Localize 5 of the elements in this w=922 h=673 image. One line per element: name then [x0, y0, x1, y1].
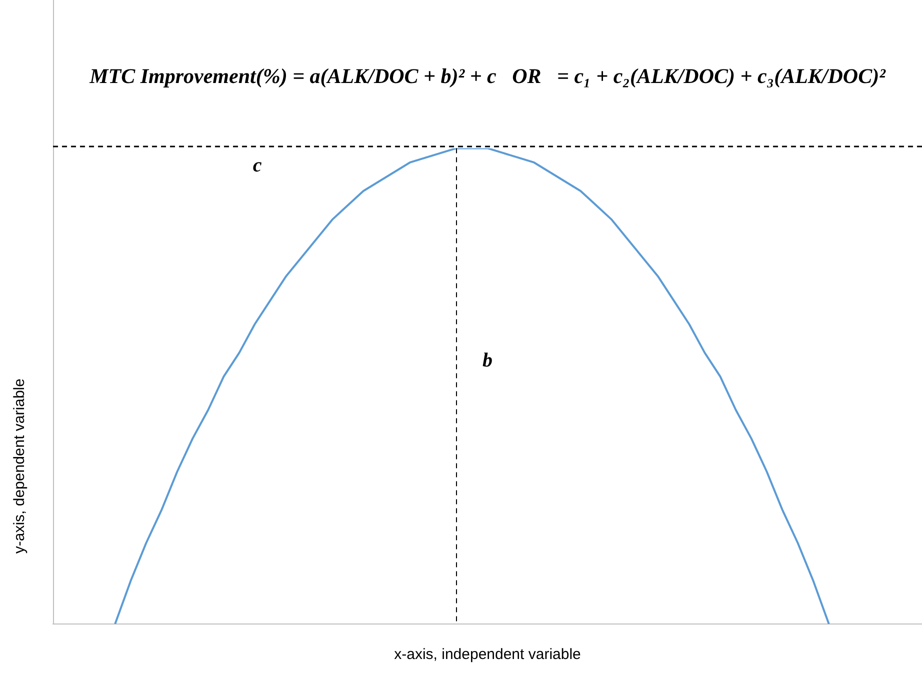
annotation: b	[482, 349, 492, 372]
y-axis-title: y-axis, dependent variable	[11, 378, 28, 554]
chart-title: MTC Improvement(%) = a(ALK/DOC + b)² + c OR = c₁ + c₂(ALK/DOC) + c₃(ALK/DOC)²	[88, 64, 886, 88]
x-axis-title: x-axis, independent variable	[394, 646, 581, 664]
ref-line-label: c	[252, 154, 262, 177]
